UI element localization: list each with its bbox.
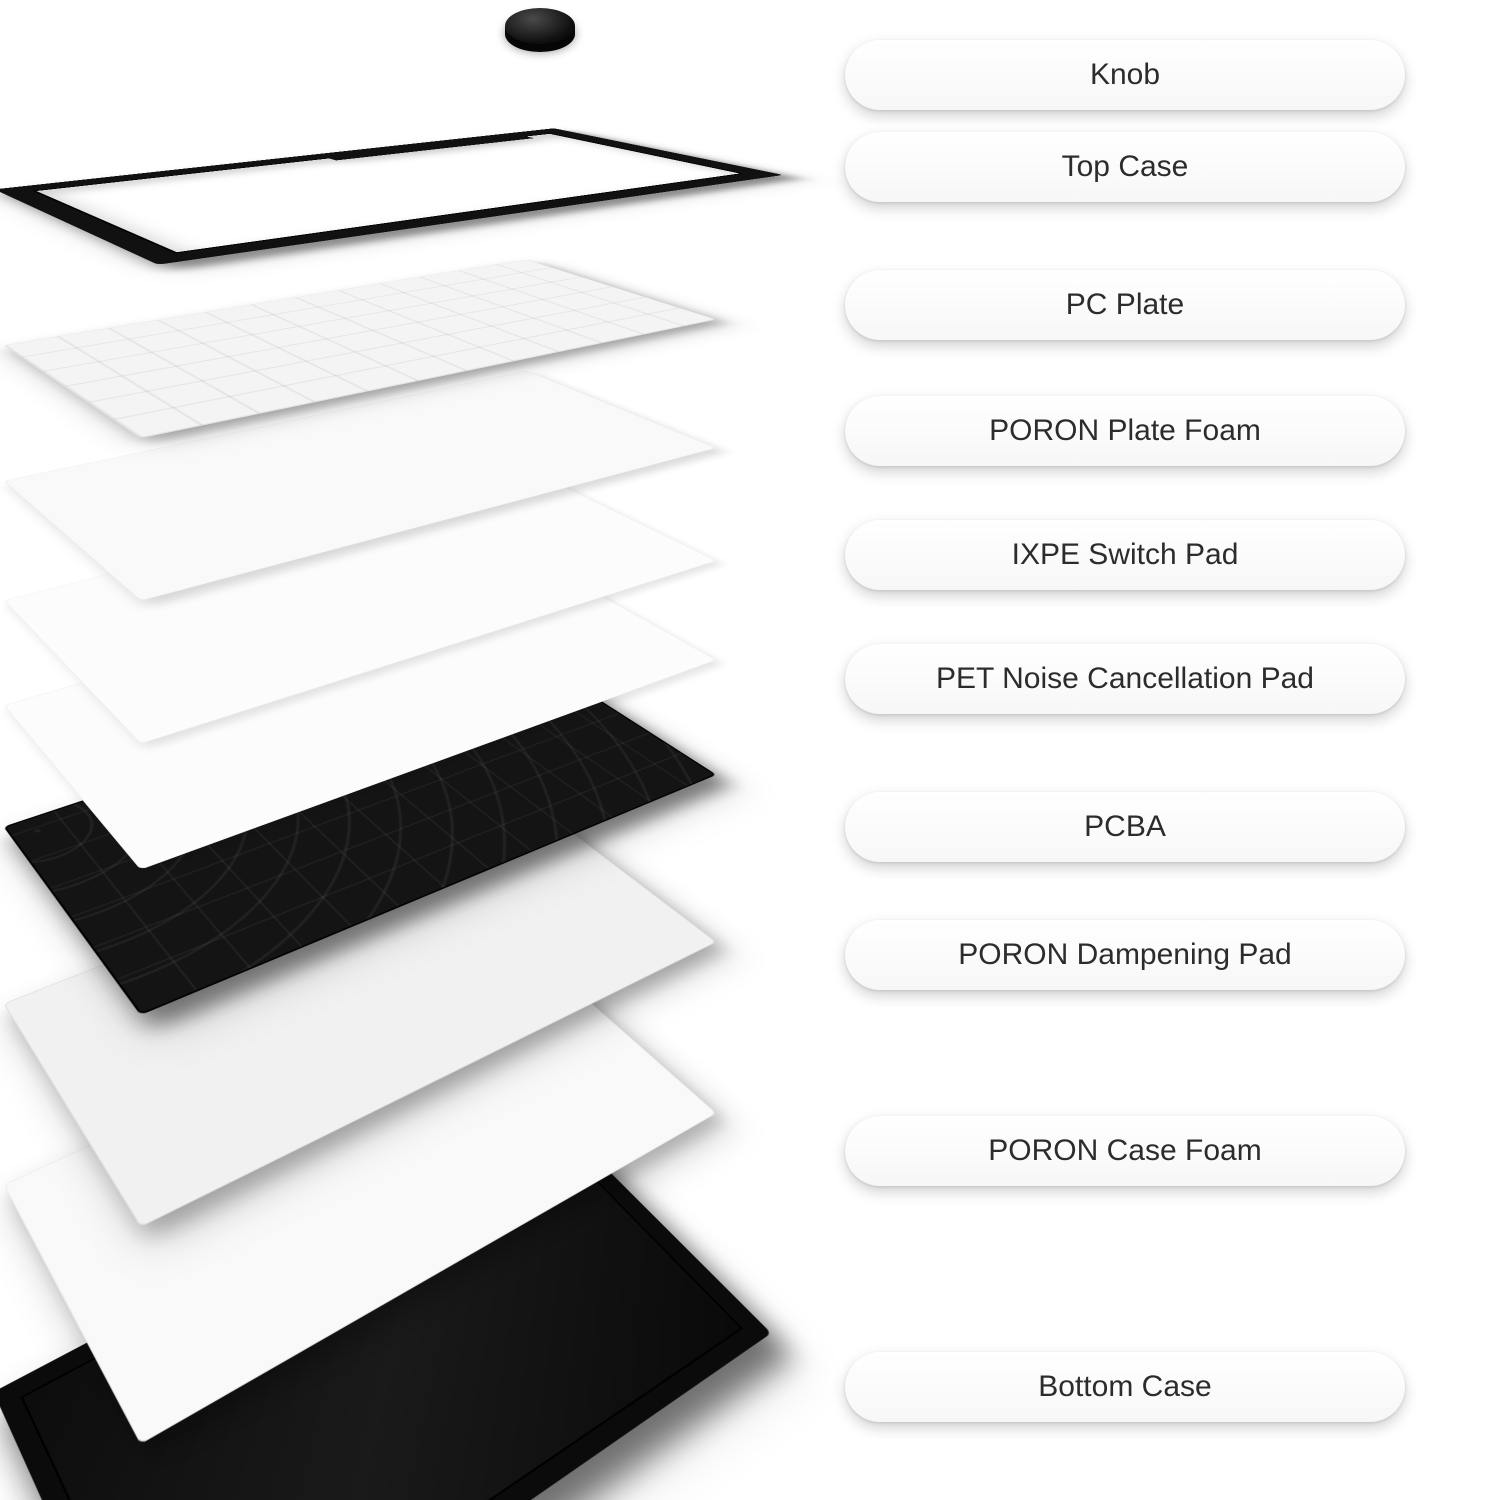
label-knob: Knob: [845, 40, 1405, 110]
label-text: PCBA: [1084, 810, 1166, 844]
label-text: Knob: [1090, 58, 1160, 92]
label-top-case: Top Case: [845, 132, 1405, 202]
label-plate-foam: PORON Plate Foam: [845, 396, 1405, 466]
label-dampening-pad: PORON Dampening Pad: [845, 920, 1405, 990]
label-text: Bottom Case: [1038, 1370, 1211, 1404]
label-switch-pad: IXPE Switch Pad: [845, 520, 1405, 590]
label-pcba: PCBA: [845, 792, 1405, 862]
label-text: PORON Plate Foam: [989, 414, 1261, 448]
label-text: Top Case: [1062, 150, 1189, 184]
label-pet-pad: PET Noise Cancellation Pad: [845, 644, 1405, 714]
label-text: PORON Dampening Pad: [958, 938, 1292, 972]
knob-top-icon: [505, 8, 575, 44]
label-bottom-case: Bottom Case: [845, 1352, 1405, 1422]
label-text: PET Noise Cancellation Pad: [936, 662, 1314, 696]
label-case-foam: PORON Case Foam: [845, 1116, 1405, 1186]
label-text: IXPE Switch Pad: [1012, 538, 1239, 572]
label-text: PC Plate: [1066, 288, 1184, 322]
layer-top-case: [0, 128, 783, 264]
exploded-view: [0, 0, 850, 1500]
label-text: PORON Case Foam: [988, 1134, 1261, 1168]
label-pc-plate: PC Plate: [845, 270, 1405, 340]
infographic-canvas: Knob Top Case PC Plate PORON Plate Foam …: [0, 0, 1500, 1500]
